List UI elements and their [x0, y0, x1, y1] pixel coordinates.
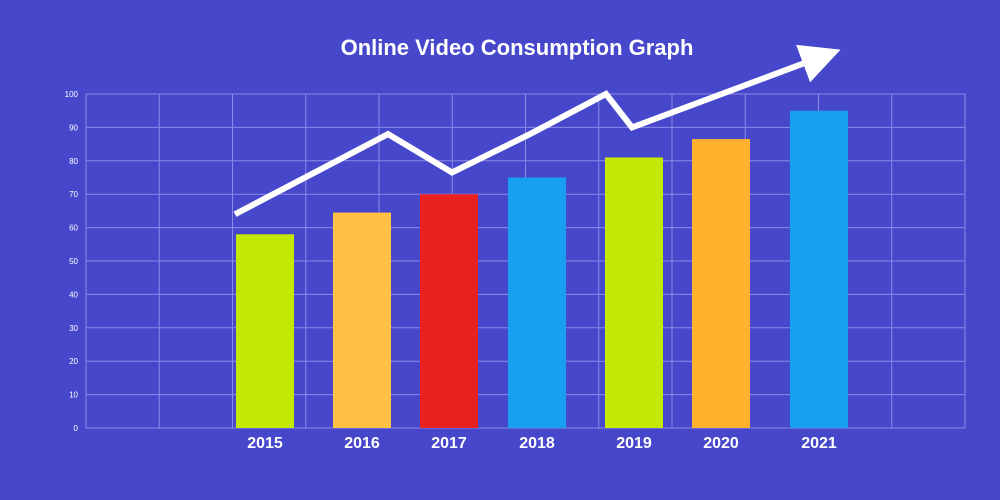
y-tick-label: 50 [69, 257, 78, 266]
bar-2021 [790, 110, 848, 428]
y-tick-label: 30 [69, 324, 78, 333]
y-tick-label: 40 [69, 290, 78, 299]
y-tick-label: 70 [69, 190, 78, 199]
bar-2016 [333, 212, 391, 428]
chart-title: Online Video Consumption Graph [341, 35, 694, 60]
x-tick-label: 2020 [703, 435, 739, 452]
trend-polyline [233, 54, 822, 217]
x-axis-labels: 2015 2016 2017 2018 2019 2020 2021 [247, 435, 837, 452]
bars [236, 110, 848, 428]
trend-arrowhead [796, 44, 841, 83]
y-tick-label: 80 [69, 157, 78, 166]
x-tick-label: 2021 [801, 435, 837, 452]
y-tick-label: 0 [74, 424, 79, 433]
x-tick-label: 2018 [519, 435, 555, 452]
x-tick-label: 2016 [344, 435, 380, 452]
trend-line [233, 44, 841, 217]
x-tick-label: 2015 [247, 435, 283, 452]
x-tick-label: 2017 [431, 435, 467, 452]
y-tick-label: 60 [69, 224, 78, 233]
bar-2020 [692, 139, 750, 428]
y-axis-ticks: 0 10 20 30 40 50 60 70 80 90 100 [65, 90, 79, 433]
y-tick-label: 10 [69, 391, 78, 400]
y-tick-label: 100 [65, 90, 79, 99]
x-tick-label: 2019 [616, 435, 652, 452]
y-tick-label: 90 [69, 123, 78, 132]
bar-2019 [605, 157, 663, 428]
y-tick-label: 20 [69, 357, 78, 366]
bar-2017 [420, 194, 478, 428]
bar-2018 [508, 177, 566, 428]
bar-2015 [236, 234, 294, 428]
